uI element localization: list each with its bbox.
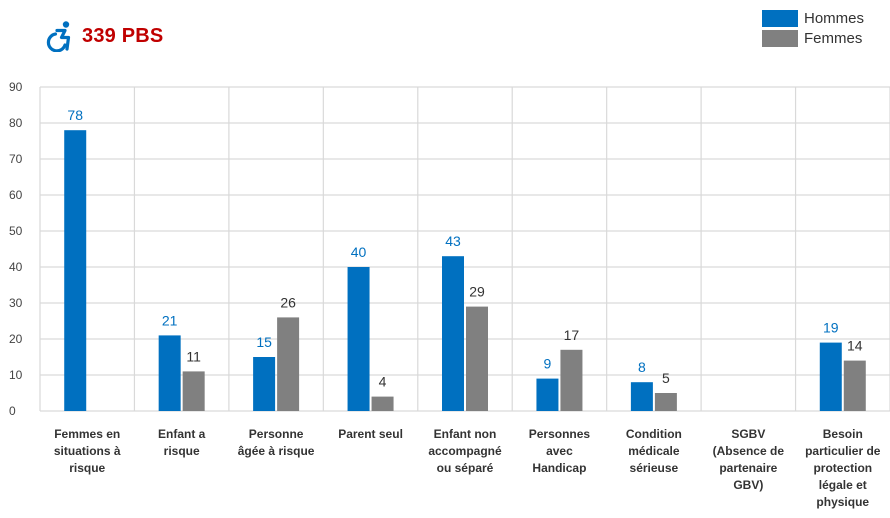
data-label-hommes: 40 — [351, 244, 367, 260]
data-label-femmes: 5 — [662, 370, 670, 386]
bar-femmes-8 — [844, 361, 866, 411]
bar-hommes-0 — [64, 130, 86, 411]
data-label-hommes: 78 — [67, 107, 83, 123]
bar-hommes-5 — [536, 379, 558, 411]
data-label-hommes: 19 — [823, 320, 839, 336]
data-label-hommes: 43 — [445, 233, 461, 249]
data-label-femmes: 26 — [280, 294, 296, 310]
y-tick-label: 20 — [9, 332, 23, 346]
data-label-hommes: 21 — [162, 312, 178, 328]
bar-femmes-6 — [655, 393, 677, 411]
data-label-femmes: 11 — [186, 348, 201, 364]
x-category-label: Besoin particulier de protection légale et p… — [805, 427, 881, 509]
y-tick-label: 90 — [9, 80, 23, 94]
data-label-femmes: 17 — [564, 327, 580, 343]
bar-hommes-2 — [253, 357, 275, 411]
x-category-label: Enfant non accompagné ou séparé — [428, 427, 502, 475]
y-tick-label: 70 — [9, 152, 23, 166]
x-category-label: Personne âgée à risque — [238, 427, 315, 458]
data-label-femmes: 4 — [379, 374, 387, 390]
bar-hommes-6 — [631, 382, 653, 411]
bar-hommes-1 — [159, 335, 181, 411]
bar-femmes-4 — [466, 307, 488, 411]
bar-hommes-8 — [820, 343, 842, 411]
y-tick-label: 40 — [9, 260, 23, 274]
x-category-label: SGBV (Absence de partenaire GBV) — [713, 427, 785, 492]
bar-femmes-2 — [277, 317, 299, 411]
bar-femmes-1 — [183, 371, 205, 411]
x-category-label: Personnes avec Handicap — [529, 427, 591, 475]
y-tick-label: 0 — [9, 404, 16, 418]
bar-femmes-3 — [372, 397, 394, 411]
data-label-femmes: 29 — [469, 284, 485, 300]
y-tick-label: 30 — [9, 296, 23, 310]
bar-hommes-3 — [348, 267, 370, 411]
x-category-label: Enfant a risque — [158, 427, 206, 458]
y-tick-label: 10 — [9, 368, 23, 382]
x-category-label: Femmes en situations à risque — [54, 427, 121, 475]
data-label-femmes: 14 — [847, 338, 863, 354]
bar-hommes-4 — [442, 256, 464, 411]
data-label-hommes: 8 — [638, 359, 646, 375]
y-tick-label: 80 — [9, 116, 23, 130]
data-label-hommes: 9 — [544, 356, 552, 372]
x-category-label: Condition médicale sérieuse — [626, 427, 682, 475]
y-tick-label: 50 — [9, 224, 23, 238]
y-tick-label: 60 — [9, 188, 23, 202]
bar-femmes-5 — [560, 350, 582, 411]
data-label-hommes: 15 — [256, 334, 272, 350]
x-category-label: Parent seul — [338, 427, 403, 441]
